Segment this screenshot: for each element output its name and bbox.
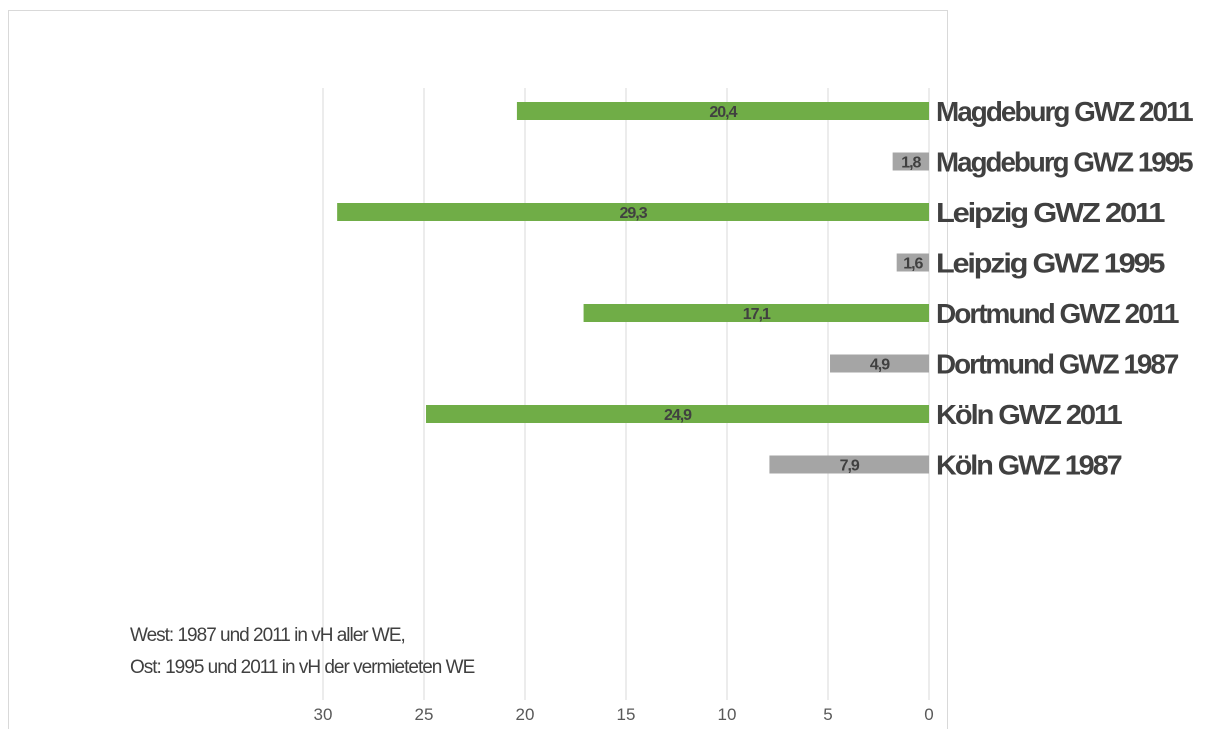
x-tick-label: 20 (516, 705, 535, 724)
category-label: Köln GWZ 1987 (936, 450, 1122, 481)
category-label: Leipzig GWZ 2011 (936, 197, 1165, 228)
category-label: Magdeburg GWZ 1995 (936, 147, 1193, 178)
annotation-west: West: 1987 und 2011 in vH aller WE, (130, 625, 406, 646)
category-label: Köln GWZ 2011 (936, 399, 1122, 430)
bar-7 (426, 405, 929, 423)
data-label: 4,9 (870, 357, 890, 374)
chart-frame (8, 10, 948, 729)
data-label: 29,3 (619, 205, 647, 222)
x-tick-label: 15 (617, 705, 636, 724)
data-label: 24,9 (664, 407, 692, 424)
bar-5 (583, 304, 929, 322)
category-label: Leipzig GWZ 1995 (936, 248, 1165, 279)
x-tick-label: 5 (823, 705, 832, 724)
data-label: 7,9 (840, 458, 860, 475)
data-label: 1,8 (901, 155, 921, 172)
bar-3 (337, 203, 929, 221)
category-label: Dortmund GWZ 1987 (936, 349, 1179, 380)
category-label: Dortmund GWZ 2011 (936, 298, 1179, 329)
x-tick-label: 0 (924, 705, 933, 724)
x-tick-label: 30 (314, 705, 333, 724)
x-tick-label: 10 (718, 705, 737, 724)
data-label: 1,6 (903, 256, 923, 273)
category-label: Magdeburg GWZ 2011 (936, 96, 1193, 127)
bar-2 (892, 152, 929, 171)
bar-6 (830, 354, 929, 373)
annotation-ost: Ost: 1995 und 2011 in vH der vermieteten… (130, 657, 475, 678)
data-label: 17,1 (743, 306, 771, 323)
bar-4 (896, 253, 929, 272)
bar-1 (516, 102, 929, 120)
data-label: 20,4 (709, 104, 737, 121)
x-tick-label: 25 (415, 705, 434, 724)
bar-8 (769, 455, 929, 474)
